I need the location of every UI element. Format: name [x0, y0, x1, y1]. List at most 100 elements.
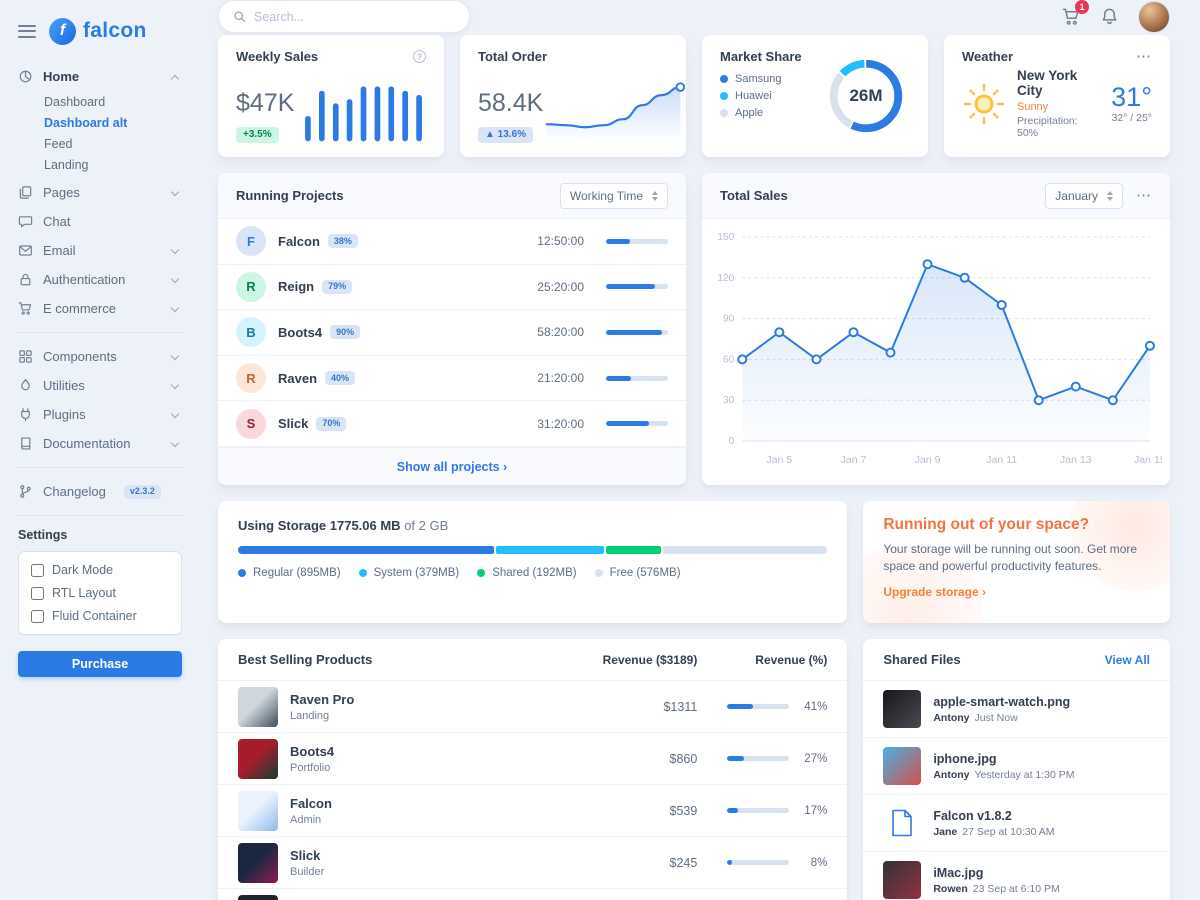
weekly-sales-change-badge: +3.5% — [236, 127, 279, 143]
sidebar-item-components[interactable]: Components — [18, 342, 182, 371]
chat-icon — [18, 214, 33, 229]
search-box[interactable] — [218, 0, 470, 33]
working-time-select[interactable]: Working Time — [559, 182, 668, 209]
file-time: 23 Sep at 6:10 PM — [972, 882, 1060, 895]
sidebar-item-changelog[interactable]: Changelog v2.3.2 — [18, 477, 182, 506]
product-name[interactable]: Boots4 — [290, 743, 335, 759]
product-info: Falcon Admin — [290, 796, 547, 826]
storage-legend-item: Regular (895MB) — [238, 567, 341, 579]
checkbox-dark-mode[interactable] — [31, 563, 44, 577]
project-avatar: R — [236, 271, 266, 302]
card-title: Best Selling Products — [238, 652, 373, 667]
chevron-down-icon — [170, 351, 180, 360]
file-item[interactable]: iMac.jpg Rowen 23 Sep at 6:10 PM — [863, 852, 1170, 900]
product-name[interactable]: Falcon — [290, 795, 332, 811]
file-name[interactable]: iphone.jpg — [933, 751, 997, 766]
storage-card: Using Storage 1775.06 MB of 2 GB Regular… — [218, 501, 848, 623]
file-meta: Antony Yesterday at 1:30 PM — [933, 769, 1074, 781]
sidebar-item-pages[interactable]: Pages — [18, 178, 182, 207]
sidebar-item-e-commerce[interactable]: E commerce — [18, 294, 182, 323]
sidebar-item-label: Components — [43, 349, 117, 364]
project-name[interactable]: Slick — [278, 416, 309, 432]
main-column: 1 Weekly Sales — [200, 0, 1200, 900]
progress-fill — [606, 421, 650, 427]
market-share-legend-item: Huawei — [720, 90, 802, 102]
month-select[interactable]: January — [1045, 182, 1123, 209]
product-category[interactable]: Landing — [290, 709, 330, 722]
setting-dark-mode[interactable]: Dark Mode — [31, 563, 169, 577]
file-name[interactable]: iMac.jpg — [933, 865, 984, 880]
checkbox-rtl-layout[interactable] — [31, 586, 44, 600]
project-list: F Falcon 38% 12:50:00 R Reign 79% 25:20:00 B Boot… — [218, 219, 686, 447]
notifications-button[interactable] — [1100, 7, 1119, 26]
project-name[interactable]: Boots4 — [278, 324, 323, 340]
product-category[interactable]: Admin — [290, 813, 322, 826]
card-menu-icon[interactable]: ⋯ — [1136, 187, 1152, 204]
sidebar-item-label: Changelog — [43, 484, 106, 499]
legend-label: Regular (895MB) — [253, 567, 341, 579]
svg-text:Jan 9: Jan 9 — [915, 454, 941, 466]
product-category[interactable]: Portfolio — [290, 761, 331, 774]
sidebar-item-label: Utilities — [43, 378, 85, 393]
checkbox-fluid-container[interactable] — [31, 609, 44, 623]
setting-fluid-container[interactable]: Fluid Container — [31, 609, 169, 623]
progress-fill — [727, 756, 745, 761]
file-item[interactable]: Falcon v1.8.2 Jane 27 Sep at 10:30 AM — [863, 795, 1170, 852]
nav-divider — [18, 332, 182, 333]
show-all-projects-link[interactable]: Show all projects › — [218, 447, 686, 485]
market-share-legend: Samsung Huawei Apple — [720, 73, 802, 119]
file-author: Jane — [933, 825, 958, 838]
purchase-button[interactable]: Purchase — [18, 651, 182, 677]
user-avatar[interactable] — [1138, 0, 1170, 33]
storage-segment-free-576mb — [662, 546, 828, 554]
sidebar-item-feed[interactable]: Feed — [44, 136, 73, 151]
setting-rtl-layout[interactable]: RTL Layout — [31, 586, 169, 600]
upgrade-storage-link[interactable]: Upgrade storage › — [883, 584, 987, 599]
product-name[interactable]: Slick — [290, 847, 321, 863]
topbar: 1 — [200, 0, 1200, 33]
project-progress — [606, 421, 668, 427]
file-time: Just Now — [974, 711, 1018, 724]
sidebar-item-dashboard[interactable]: Dashboard — [44, 94, 106, 109]
progress-fill — [606, 329, 662, 335]
project-name[interactable]: Reign — [278, 279, 315, 295]
menu-toggle-icon[interactable] — [18, 24, 36, 38]
chevron-down-icon — [170, 187, 180, 196]
best-selling-card: Best Selling Products Revenue ($3189) Re… — [218, 639, 848, 900]
cart-button[interactable]: 1 — [1062, 0, 1089, 26]
sidebar-item-chat[interactable]: Chat — [18, 207, 182, 236]
brand-logo[interactable]: f falcon — [49, 17, 147, 45]
project-row: S Slick 70% 31:20:00 — [218, 401, 686, 447]
product-name[interactable]: Raven Pro — [290, 691, 355, 707]
file-item[interactable]: apple-smart-watch.png Antony Just Now — [863, 681, 1170, 738]
sidebar-item-dashboard-alt[interactable]: Dashboard alt — [44, 115, 128, 130]
card-title: Total Sales — [720, 188, 788, 203]
sidebar-item-label: Chat — [43, 214, 71, 229]
sidebar-item-email[interactable]: Email — [18, 236, 182, 265]
file-name[interactable]: Falcon v1.8.2 — [933, 808, 1012, 823]
file-item[interactable]: iphone.jpg Antony Yesterday at 1:30 PM — [863, 738, 1170, 795]
sidebar-item-label: Home — [43, 69, 80, 84]
weekly-sales-value: $47K — [236, 89, 295, 117]
file-info: Falcon v1.8.2 Jane 27 Sep at 10:30 AM — [933, 809, 1054, 838]
product-category[interactable]: Builder — [290, 865, 325, 878]
sidebar-item-authentication[interactable]: Authentication — [18, 265, 182, 294]
product-progress — [727, 756, 790, 761]
view-all-link[interactable]: View All — [1104, 652, 1150, 667]
file-name[interactable]: apple-smart-watch.png — [933, 694, 1071, 709]
project-name[interactable]: Falcon — [278, 233, 320, 249]
sidebar-item-home[interactable]: Home — [18, 62, 182, 91]
storage-total: of 2 GB — [404, 518, 449, 533]
search-input[interactable] — [254, 9, 455, 24]
project-name[interactable]: Raven — [278, 370, 318, 386]
card-title: Weekly Sales — [236, 49, 319, 64]
sidebar-header: f falcon — [18, 10, 182, 52]
info-icon[interactable] — [413, 50, 426, 63]
sidebar-item-plugins[interactable]: Plugins — [18, 400, 182, 429]
card-menu-icon[interactable]: ⋯ — [1136, 48, 1152, 65]
sidebar-item-landing[interactable]: Landing — [44, 157, 89, 172]
sidebar-item-documentation[interactable]: Documentation — [18, 429, 182, 458]
sidebar-item-utilities[interactable]: Utilities — [18, 371, 182, 400]
project-time: 12:50:00 — [537, 234, 584, 249]
file-thumbnail — [883, 861, 922, 899]
